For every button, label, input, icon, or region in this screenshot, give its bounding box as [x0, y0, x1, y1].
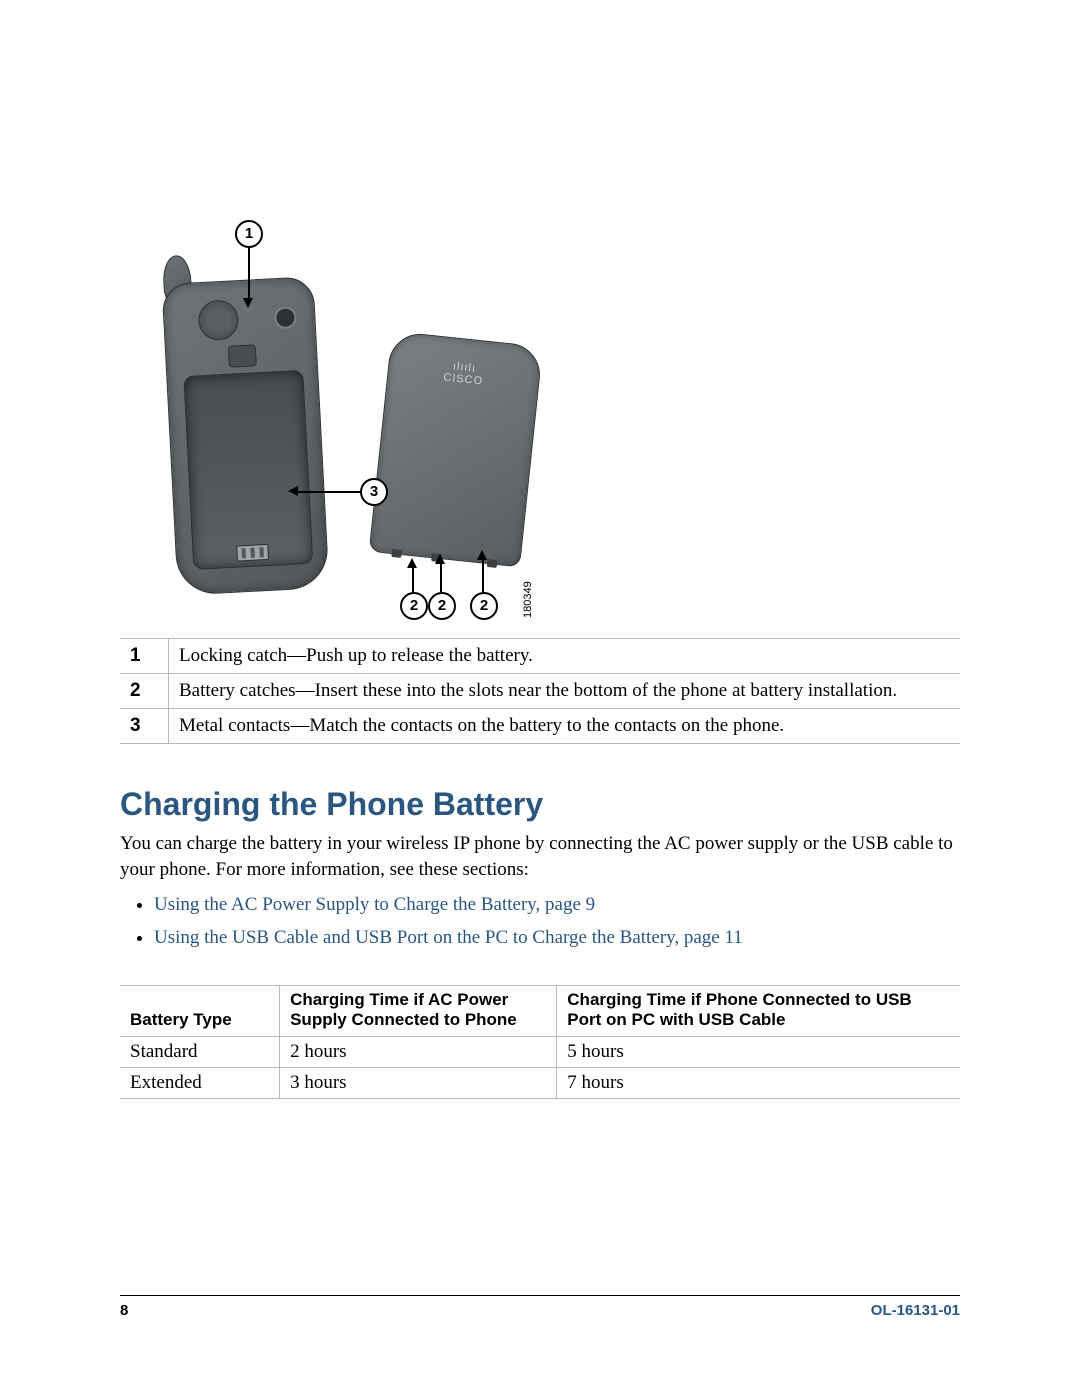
cell: 7 hours: [557, 1068, 960, 1099]
legend-text: Metal contacts—Match the contacts on the…: [169, 709, 961, 744]
metal-contacts-icon: [236, 544, 269, 562]
page: ılıılı CISCO 1 3 2 2: [0, 0, 1080, 1397]
cell: 5 hours: [557, 1037, 960, 1068]
xref-link[interactable]: Using the USB Cable and USB Port on the …: [154, 927, 743, 948]
charging-time-table: Battery Type Charging Time if AC Power S…: [120, 985, 960, 1099]
callout-legend-table: 1 Locking catch—Push up to release the b…: [120, 638, 960, 744]
cell: 3 hours: [280, 1068, 557, 1099]
callout-2: 2: [400, 592, 428, 620]
related-links-list: Using the AC Power Supply to Charge the …: [120, 892, 960, 951]
legend-num: 2: [120, 674, 169, 709]
table-row: Extended 3 hours 7 hours: [120, 1068, 960, 1099]
arrowhead-icon: [407, 558, 417, 568]
locking-catch-icon: [228, 344, 257, 367]
camera-lens-icon: [274, 306, 297, 329]
battery-figure: ılıılı CISCO 1 3 2 2: [160, 220, 640, 620]
phone-shell: [161, 276, 329, 596]
cell: Extended: [120, 1068, 280, 1099]
battery-catch-icon: [391, 549, 402, 558]
callout-label: 2: [480, 597, 488, 614]
legend-num: 1: [120, 639, 169, 674]
leader-line: [298, 491, 360, 493]
cell: 2 hours: [280, 1037, 557, 1068]
page-footer: 8 OL-16131-01: [120, 1295, 960, 1319]
battery-illustration: ılıılı CISCO: [369, 331, 541, 565]
callout-label: 3: [370, 483, 378, 500]
logo-text: CISCO: [443, 371, 484, 387]
battery-shell: ılıılı CISCO: [369, 331, 543, 568]
leader-line: [440, 562, 442, 592]
column-header: Battery Type: [120, 986, 280, 1037]
table-row: 2 Battery catches—Insert these into the …: [120, 674, 960, 709]
table-row: Standard 2 hours 5 hours: [120, 1037, 960, 1068]
leader-line: [482, 558, 484, 592]
callout-label: 2: [410, 597, 418, 614]
legend-text: Locking catch—Push up to release the bat…: [169, 639, 961, 674]
column-header: Charging Time if Phone Connected to USB …: [557, 986, 960, 1037]
arrowhead-icon: [477, 550, 487, 560]
leader-line: [248, 246, 250, 300]
column-header: Charging Time if AC Power Supply Connect…: [280, 986, 557, 1037]
arrowhead-icon: [243, 298, 253, 308]
figure-id: 180349: [522, 581, 534, 618]
leader-line: [412, 566, 414, 592]
battery-catch-icon: [487, 559, 498, 568]
arrowhead-icon: [288, 486, 298, 496]
callout-1: 1: [235, 220, 263, 248]
section-heading: Charging the Phone Battery: [120, 786, 960, 823]
table-row: 1 Locking catch—Push up to release the b…: [120, 639, 960, 674]
speaker-grille-icon: [197, 299, 239, 341]
doc-id: OL-16131-01: [871, 1302, 960, 1319]
callout-label: 1: [245, 225, 253, 242]
cisco-logo-icon: ılıılı CISCO: [388, 354, 540, 394]
table-header-row: Battery Type Charging Time if AC Power S…: [120, 986, 960, 1037]
callout-3: 3: [360, 478, 388, 506]
xref-link[interactable]: Using the AC Power Supply to Charge the …: [154, 894, 595, 915]
body-paragraph: You can charge the battery in your wirel…: [120, 831, 960, 882]
legend-text: Battery catches—Insert these into the sl…: [169, 674, 961, 709]
callout-label: 2: [438, 597, 446, 614]
callout-2: 2: [428, 592, 456, 620]
cell: Standard: [120, 1037, 280, 1068]
list-item: Using the USB Cable and USB Port on the …: [154, 925, 960, 952]
phone-illustration: [161, 276, 328, 613]
legend-num: 3: [120, 709, 169, 744]
table-row: 3 Metal contacts—Match the contacts on t…: [120, 709, 960, 744]
page-number: 8: [120, 1302, 128, 1319]
list-item: Using the AC Power Supply to Charge the …: [154, 892, 960, 919]
battery-cavity: [183, 370, 313, 570]
callout-2: 2: [470, 592, 498, 620]
arrowhead-icon: [435, 554, 445, 564]
